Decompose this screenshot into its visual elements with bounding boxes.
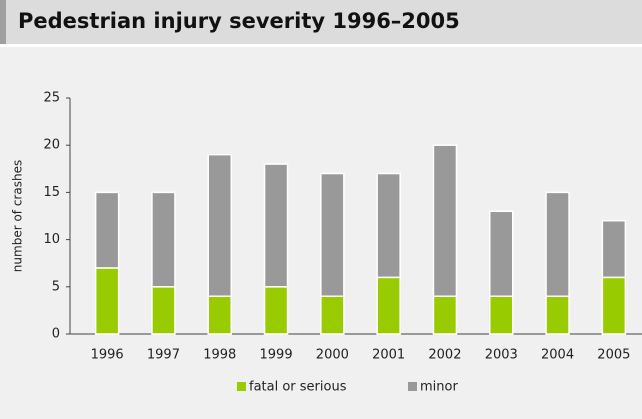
y-tick-label: 0 xyxy=(52,327,60,342)
bar-segment xyxy=(94,267,120,335)
bar-segment xyxy=(432,144,458,297)
legend-label: minor xyxy=(420,380,458,395)
x-tick-label: 2001 xyxy=(372,348,405,363)
bar-segment xyxy=(263,163,289,288)
x-tick-label: 1997 xyxy=(147,348,180,363)
y-tick-label: 10 xyxy=(43,232,60,247)
bar-segment xyxy=(545,191,570,297)
legend-swatch xyxy=(237,382,246,391)
bar-segment xyxy=(489,295,514,335)
x-tick-label: 2003 xyxy=(485,348,518,363)
bar-segment xyxy=(489,210,514,297)
chart-title: Pedestrian injury severity 1996–2005 xyxy=(18,9,460,33)
y-tick-label: 25 xyxy=(43,91,60,106)
bar-segment xyxy=(376,276,401,335)
bar-segment xyxy=(432,295,458,335)
bar-segment xyxy=(94,191,120,269)
bar-segment xyxy=(263,286,289,335)
bar-segment xyxy=(151,191,176,288)
y-tick-label: 5 xyxy=(52,279,60,294)
bar-segment xyxy=(545,295,570,335)
bar-segment xyxy=(376,172,401,279)
x-tick-label: 2005 xyxy=(597,348,630,363)
legend-label: fatal or serious xyxy=(249,380,347,395)
y-tick-label: 15 xyxy=(43,185,60,200)
title-band xyxy=(0,0,642,44)
bar-segment xyxy=(601,276,627,335)
bar-segment xyxy=(320,172,345,297)
x-tick-label: 1999 xyxy=(260,348,293,363)
title-accent xyxy=(0,0,6,44)
bar-segment xyxy=(151,286,176,335)
legend-swatch xyxy=(408,382,417,391)
y-tick-label: 20 xyxy=(43,138,60,153)
bar-segment xyxy=(207,295,232,335)
bar-segment xyxy=(601,219,627,279)
bar-segment xyxy=(320,295,345,335)
y-axis-label: number of crashes xyxy=(11,160,25,272)
x-tick-label: 1996 xyxy=(91,348,124,363)
x-tick-label: 1998 xyxy=(203,348,236,363)
bar-segment xyxy=(207,153,232,297)
x-tick-label: 2002 xyxy=(428,348,461,363)
x-tick-label: 2000 xyxy=(316,348,349,363)
x-tick-label: 2004 xyxy=(541,348,574,363)
